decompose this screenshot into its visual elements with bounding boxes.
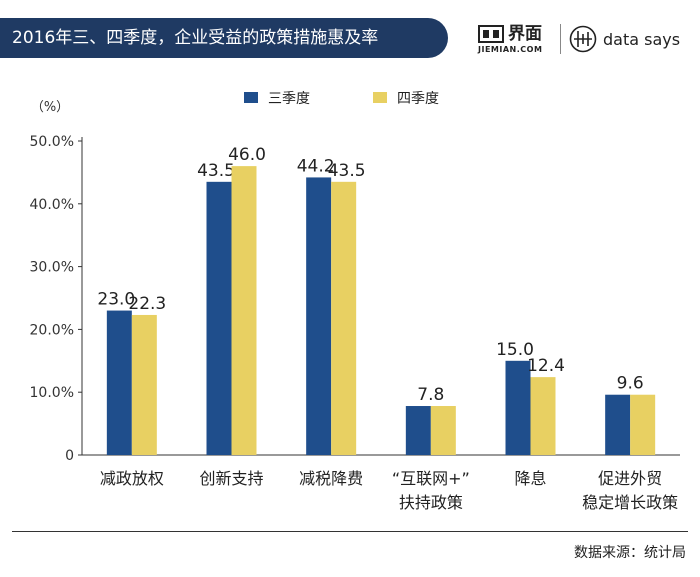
y-tick-label: 0 xyxy=(65,448,74,464)
bar-q4 xyxy=(630,394,656,455)
chart-title: 2016年三、四季度，企业受益的政策措施惠及率 xyxy=(12,28,379,48)
data-label: 9.6 xyxy=(617,374,644,394)
jiemian-logo-icon xyxy=(478,24,504,43)
data-label: 44.2 xyxy=(297,156,335,176)
y-tick-label: 30.0% xyxy=(30,260,74,276)
category-label: 稳定增长政策 xyxy=(582,493,678,512)
bar-q4 xyxy=(430,406,456,455)
bar-q3 xyxy=(106,310,132,455)
datasays-brand: data says xyxy=(569,20,680,58)
bar-q3 xyxy=(405,406,431,455)
bar-q3 xyxy=(206,181,232,455)
brand-divider xyxy=(560,24,561,54)
legend-swatch-2 xyxy=(373,92,387,103)
data-label: 46.0 xyxy=(228,145,266,165)
bar-q4 xyxy=(231,166,257,455)
bar-q4 xyxy=(530,377,556,455)
category-label: “互联网+” xyxy=(392,469,470,488)
bar-q4 xyxy=(131,314,157,455)
datasays-logo-icon xyxy=(569,25,597,53)
legend-swatch-1 xyxy=(244,92,258,103)
category-label: 扶持政策 xyxy=(399,493,463,512)
legend-label-2: 四季度 xyxy=(397,91,439,107)
jiemian-name: 界面 xyxy=(508,23,542,44)
title-bar: 2016年三、四季度，企业受益的政策措施惠及率 xyxy=(0,18,448,58)
data-label: 43.5 xyxy=(328,161,366,181)
jiemian-brand: 界面 JIEMIAN.COM xyxy=(478,20,542,58)
bar-q3 xyxy=(605,394,631,455)
category-label: 减政放权 xyxy=(100,469,164,488)
category-label: 减税降费 xyxy=(299,469,363,488)
category-label: 促进外贸 xyxy=(598,469,662,488)
data-label: 12.4 xyxy=(527,356,565,376)
data-label: 7.8 xyxy=(417,385,444,405)
data-label: 22.3 xyxy=(128,294,166,314)
category-label: 降息 xyxy=(514,469,546,488)
bar-q4 xyxy=(331,181,357,455)
y-axis-unit-label: （%） xyxy=(31,100,69,115)
y-tick-label: 50.0% xyxy=(30,134,74,150)
jiemian-domain: JIEMIAN.COM xyxy=(478,44,543,54)
y-tick-label: 10.0% xyxy=(30,385,74,401)
bottom-rule xyxy=(12,531,688,532)
y-tick-label: 20.0% xyxy=(30,322,74,338)
source-note: 数据来源：统计局 xyxy=(574,545,686,561)
bar-q3 xyxy=(306,177,332,455)
y-tick-label: 40.0% xyxy=(30,197,74,213)
data-label: 15.0 xyxy=(496,340,534,360)
data-label: 23.0 xyxy=(97,290,135,310)
jiemian-logo: 界面 JIEMIAN.COM xyxy=(478,23,543,54)
legend-label-1: 三季度 xyxy=(268,91,310,107)
bar-q3 xyxy=(505,360,531,455)
data-label: 43.5 xyxy=(197,161,235,181)
datasays-name: data says xyxy=(603,29,681,49)
category-label: 创新支持 xyxy=(199,469,263,488)
